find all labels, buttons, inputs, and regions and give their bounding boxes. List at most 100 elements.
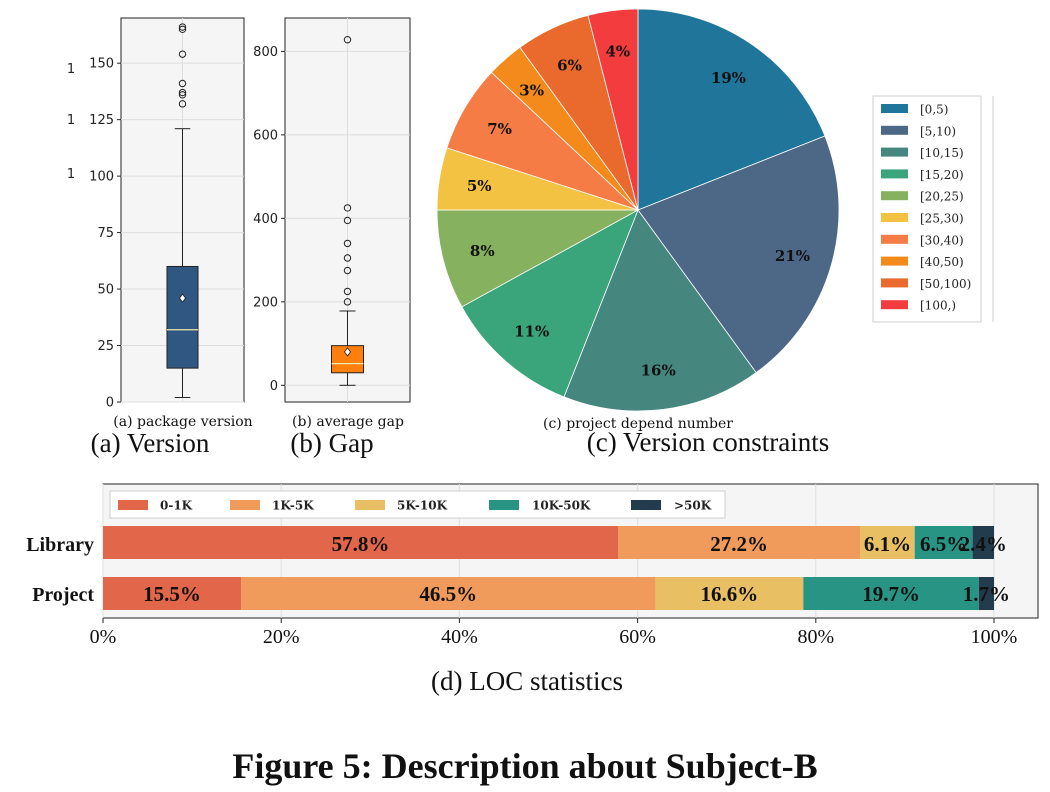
x-tick-label: 60% [619,626,656,648]
y-tick-label: 800 [253,45,278,60]
legend-label: [30,40) [920,233,964,247]
figure-caption: Figure 5: Description about Subject-B [232,746,817,786]
bar-segment [914,526,973,559]
outlier-point [343,287,352,296]
legend-swatch [881,104,908,113]
bar-segment [241,577,656,610]
legend-swatch [355,500,385,510]
bar-value-label: 46.5% [419,582,477,606]
bar-value-label: 19.7% [862,582,920,606]
outlier-point [178,25,187,33]
outlier-point [178,91,187,99]
outlier-point [178,23,187,31]
pie-slice [637,8,826,211]
y-tick-label: 75 [97,226,114,241]
bar-segment [860,526,915,559]
panel-caption: (a) Version [91,428,210,458]
bar-value-label: 57.8% [332,532,390,556]
x-tick-label: 80% [797,626,834,648]
bar-value-label: 1.7% [963,582,1010,606]
category-label: Library [26,534,94,556]
panel-caption: (c) Version constraints [587,427,829,457]
edge-tick-label: 1 [67,113,75,128]
panel-caption: (d) LOC statistics [431,666,623,696]
legend-label: [5,10) [920,124,956,138]
bar-segment [803,577,979,610]
x-tick-label: 100% [971,626,1018,648]
subplot-title: (b) average gap [292,414,404,430]
pie-slice-label: 16% [641,362,676,380]
outlier-point [343,204,352,212]
outlier-point [343,254,352,262]
subplot-title: (a) package version [113,414,252,430]
pie-slice [563,209,757,412]
bar-value-label: 27.2% [710,532,768,556]
panel-caption: (b) Gap [290,428,373,458]
box [166,265,199,369]
pie-slice-label: 11% [514,323,549,341]
y-tick-label: 25 [97,339,114,354]
pie-slice-label: 4% [605,42,630,60]
legend-box [109,490,726,519]
legend-swatch [881,125,908,135]
bar-segment [103,577,242,610]
legend-swatch [881,213,908,222]
legend-label: [0,5) [920,103,948,117]
panel-c-project-depend-number: 19% 21% 16% 11% 8% 5% 7% 3% 6% 4% [0,5) [5,10) [10,1… [436,8,994,457]
pie-slice-label: 19% [711,69,746,87]
bar-value-label: 16.6% [700,582,758,606]
x-tick-label: 20% [263,626,300,648]
x-tick-label: 40% [441,626,478,648]
legend-label: [100,) [920,299,956,313]
panel-a-package-version: 0 25 50 75 100 125 150 (a) package version(a) V… [67,17,253,458]
panel-b-average-gap: 0 200 400 600 800 (b) average gap(b) Gap [253,17,411,458]
y-tick-label: 0 [270,379,278,394]
bar-value-label: 6.5% [920,532,967,556]
outlier-point [178,88,187,97]
pie-slice-label: 21% [775,247,810,265]
edge-tick-label: 1 [67,62,75,77]
mean-marker [344,347,351,357]
bar-segment [103,526,618,559]
y-tick-label: 200 [253,295,278,310]
outlier-point [178,79,187,88]
outlier-point [343,239,352,248]
pie-slice-label: 6% [557,57,582,75]
mean-marker [179,293,186,303]
pie-slice [461,209,639,398]
pie-slice-label: 7% [487,120,512,138]
legend-swatch [881,147,908,157]
pie-slice-label: 8% [470,242,495,260]
outlier-point [178,50,187,58]
legend-label: [15,20) [920,168,964,182]
pie-slice-label: 5% [467,177,492,195]
y-tick-label: 0 [106,396,114,411]
y-tick-label: 150 [89,57,114,72]
pie-slice [637,135,840,374]
outlier-point [343,216,352,225]
outlier-point [343,298,352,306]
legend-label: 0-1K [160,499,193,513]
outlier-point [178,100,187,108]
y-tick-label: 400 [253,212,278,227]
subplot-title: (c) project depend number [543,416,733,432]
y-tick-label: 125 [89,113,114,128]
x-tick-label: 0% [90,626,117,648]
pie-slice [587,8,639,211]
legend-label: [10,15) [920,146,964,160]
legend-swatch [881,278,908,288]
legend-label: 1K-5K [272,499,314,513]
legend-label: [25,30) [920,212,964,226]
legend-label: [20,25) [920,190,964,204]
bar-value-label: 6.1% [864,532,911,556]
bar-segment [972,526,994,559]
panel-d-loc-statistics: 0% 20% 40% 60% 80% 100% Library 57.8% 27.2% 6.1% 6… [26,483,1039,696]
legend-swatch [881,169,908,179]
y-tick-label: 50 [97,283,114,298]
y-tick-label: 600 [253,128,278,143]
bar-value-label: 2.4% [960,532,1007,556]
legend-swatch [489,500,519,510]
pie-slice-label: 3% [519,81,544,99]
bar-segment [978,577,994,610]
outlier-point [343,266,352,275]
